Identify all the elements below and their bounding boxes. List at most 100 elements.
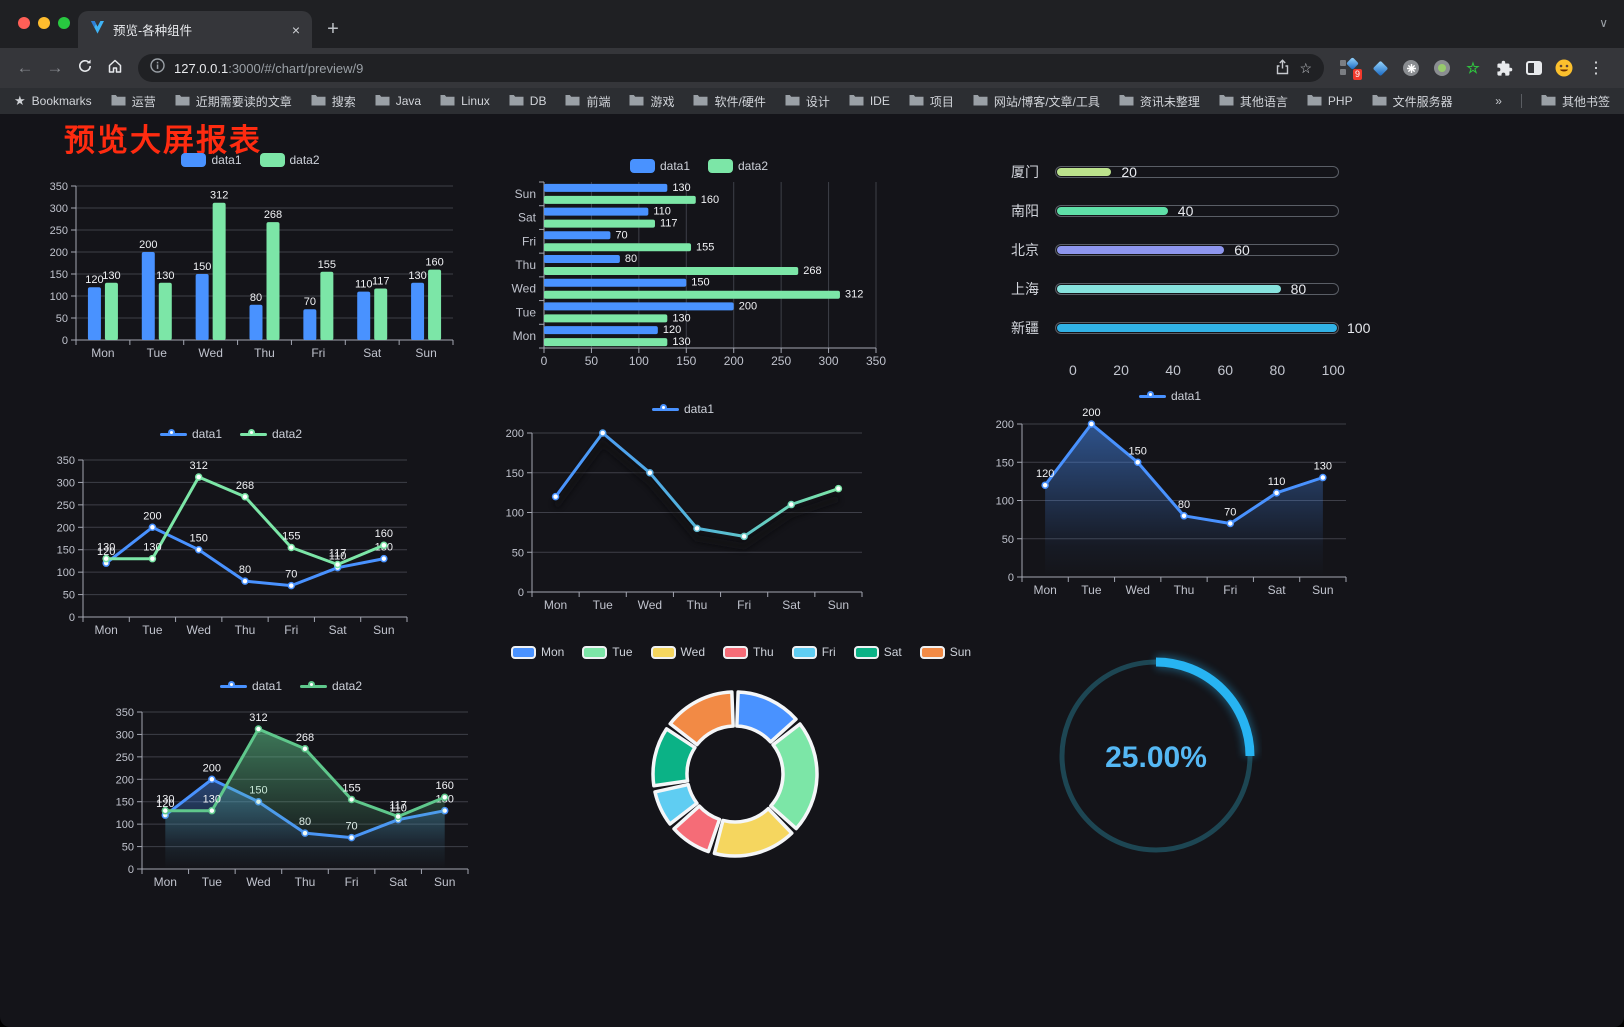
browser-tab[interactable]: 预览-各种组件 × [78,11,312,48]
legend-item[interactable]: Fri [791,645,836,659]
bookmark-folder[interactable]: 近期需要读的文章 [175,93,292,110]
tab-close-icon[interactable]: × [291,21,300,38]
legend-item[interactable]: data1 [651,402,714,416]
url-text[interactable]: 127.0.0.1:3000/#/chart/preview/9 [174,61,1266,76]
svg-text:200: 200 [996,419,1014,431]
legend-item[interactable]: Tue [582,645,633,659]
bookmark-folder[interactable]: Linux [440,93,490,110]
svg-text:100: 100 [116,819,134,831]
star-extension-icon[interactable]: ☆ [1466,60,1480,77]
legend-item[interactable]: data2 [708,159,768,173]
legend-swatch [510,645,536,659]
svg-text:200: 200 [57,522,75,534]
svg-text:Mon: Mon [94,623,117,637]
svg-text:0: 0 [518,587,524,599]
bookmark-folder[interactable]: 搜索 [311,93,356,110]
extensions-puzzle-icon[interactable] [1495,59,1513,77]
pie-slice-Fri[interactable] [653,782,699,826]
home-icon[interactable] [100,58,130,79]
svg-text:Tue: Tue [1081,583,1102,597]
progress-row: 北京 60 [1011,240,1387,260]
legend-item[interactable]: data1 [629,159,690,173]
pie-slice-Sat[interactable] [651,727,697,788]
svg-text:Mon: Mon [154,875,177,889]
browser-menu-icon[interactable]: ⋮ [1588,60,1604,77]
legend-item[interactable]: data1 [159,427,222,441]
bookmark-folder[interactable]: 文件服务器 [1372,93,1453,110]
side-panel-icon[interactable] [1526,61,1542,75]
pie-slice-Wed[interactable] [712,806,794,858]
pie-slice-Thu[interactable] [672,804,722,854]
svg-text:0: 0 [541,354,548,368]
bookmark-folder[interactable]: PHP [1307,93,1353,110]
bookmark-folder[interactable]: 运营 [111,93,156,110]
tab-search-chevron-icon[interactable]: ∨ [1599,16,1608,30]
chart-legend: data1 data2 [219,676,362,696]
bookmark-folder[interactable]: DB [509,93,546,110]
minimize-window-button[interactable] [38,17,50,29]
progress-track: 100 [1055,320,1370,336]
back-icon[interactable]: ← [16,58,34,77]
forward-icon[interactable]: → [46,58,64,77]
page-content: 预览大屏报表 data1 data2 0 50 100 150 200 250 300 350 Mo… [0,114,1624,1027]
svg-text:Sun: Sun [415,346,436,360]
legend-item[interactable]: Wed [650,645,705,659]
legend-swatch [181,153,207,167]
pie-slice-Mon[interactable] [735,690,798,744]
profile-avatar[interactable] [1555,59,1573,77]
command-extension-icon[interactable] [1402,59,1420,77]
bookmark-folder[interactable]: 设计 [785,93,830,110]
progress-fill [1057,168,1112,176]
bookmark-folder[interactable]: Java [375,93,421,110]
legend-item[interactable]: Thu [723,645,774,659]
svg-text:70: 70 [1224,506,1236,518]
legend-item[interactable]: data1 [1138,389,1201,403]
pie-slice-Sun[interactable] [668,690,735,747]
pie-slice-Tue[interactable] [769,722,819,831]
proxy-extension-icon[interactable]: 9 [1340,57,1362,80]
legend-item[interactable]: data2 [259,153,320,167]
legend-item[interactable]: data1 [181,153,242,167]
maximize-window-button[interactable] [58,17,70,29]
svg-text:Wed: Wed [246,875,270,889]
legend-item[interactable]: Sat [853,645,902,659]
chart-bar-vertical: data1 data2 0 50 100 150 200 250 300 350 Mon Tue Wed… [38,150,463,364]
legend-item[interactable]: data1 [219,679,282,693]
legend-item[interactable]: data2 [300,679,362,693]
bookmark-folder[interactable]: 前端 [565,93,610,110]
address-bar[interactable]: 127.0.0.1:3000/#/chart/preview/9 ☆ [138,54,1324,82]
share-icon[interactable] [1275,58,1290,78]
svg-text:150: 150 [50,269,68,281]
bookmark-folder[interactable]: 项目 [909,93,954,110]
bookmark-folder[interactable]: IDE [849,93,890,110]
bookmarks-root[interactable]: ★ Bookmarks [14,93,92,109]
line-chart-canvas: 0 50 100 150 200 250 300 350 Mon Tue Wed Thu Fri Sat S… [116,707,469,889]
gem-extension-icon[interactable] [1371,59,1389,77]
folder-icon [1372,94,1387,109]
bookmark-folder[interactable]: 游戏 [629,93,674,110]
close-window-button[interactable] [18,17,30,29]
recorder-extension-icon[interactable] [1433,59,1451,77]
bookmarks-overflow-chevron[interactable]: » [1495,94,1502,108]
svg-text:Fri: Fri [522,234,536,248]
reload-icon[interactable] [70,58,100,79]
svg-text:100: 100 [50,291,68,303]
bookmark-star-icon[interactable]: ☆ [1299,59,1312,76]
bookmark-folder[interactable]: 资讯未整理 [1119,93,1200,110]
chart-legend: data1 data2 [159,424,302,444]
chart-area-two-series: data1 data2 0 50 100 150 200 250 300 350 Mon Tue Wed… [104,676,478,893]
site-info-icon[interactable] [150,58,165,78]
new-tab-button[interactable]: + [327,18,339,40]
svg-text:250: 250 [771,354,791,368]
legend-item[interactable]: data2 [240,427,302,441]
legend-item[interactable]: Sun [919,645,971,659]
bookmark-folder[interactable]: 软件/硬件 [693,93,766,110]
legend-item[interactable]: Mon [510,645,564,659]
bookmark-folder[interactable]: 其他语言 [1219,93,1288,110]
svg-text:Tue: Tue [202,875,223,889]
other-bookmarks[interactable]: 其他书签 [1541,93,1610,110]
tab-strip: 预览-各种组件 × + ∨ [0,0,1624,48]
progress-fill [1057,324,1337,332]
svg-text:Mon: Mon [513,329,536,343]
bookmark-folder[interactable]: 网站/博客/文章/工具 [973,93,1100,110]
